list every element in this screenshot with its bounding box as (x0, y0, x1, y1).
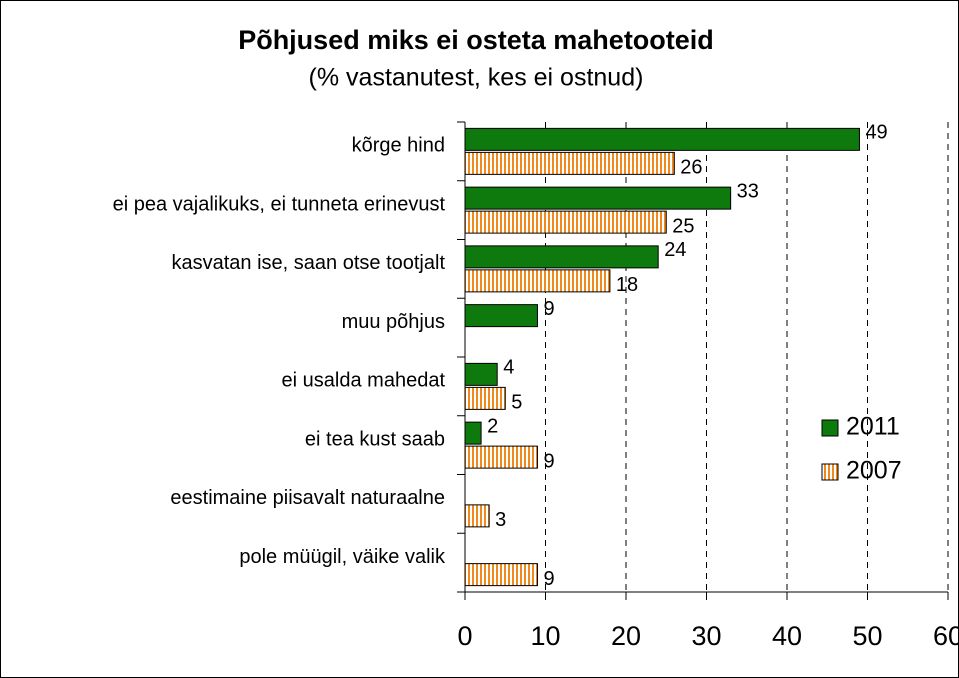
y-tick-label: kõrge hind (352, 135, 445, 157)
value-label: 18 (616, 274, 638, 296)
bar (464, 304, 538, 328)
y-tick-label: muu põhjus (342, 311, 445, 333)
x-tick-label: 50 (852, 621, 882, 651)
chart-subtitle: (% vastanutest, kes ei ostnud) (309, 64, 644, 92)
bar (464, 421, 482, 445)
legend-swatch (821, 463, 839, 481)
legend-swatch (821, 419, 839, 437)
legend-label: 2007 (846, 457, 902, 485)
y-tick-label: ei tea kust saab (305, 428, 445, 450)
bar (464, 210, 667, 234)
chart-title: Põhjused miks ei osteta mahetooteid (238, 25, 714, 55)
y-tick-label: ei usalda mahedat (282, 370, 446, 392)
value-label: 25 (672, 215, 694, 237)
y-tick-label: pole müügil, väike valik (239, 546, 446, 568)
value-label: 24 (664, 239, 686, 261)
bar (464, 386, 506, 410)
value-label: 5 (511, 392, 522, 414)
x-tick-label: 30 (691, 621, 721, 651)
y-tick-label: kasvatan ise, saan otse tootjalt (172, 252, 446, 274)
value-label: 9 (543, 298, 554, 320)
bar (464, 269, 611, 293)
bar (464, 127, 860, 151)
bar (464, 186, 732, 210)
x-tick-label: 10 (530, 621, 560, 651)
bar (464, 563, 538, 587)
value-label: 26 (680, 157, 702, 179)
bar (464, 504, 490, 528)
value-label: 49 (865, 122, 887, 144)
value-label: 4 (503, 357, 514, 379)
x-tick-label: 20 (611, 621, 641, 651)
bar (464, 245, 659, 269)
bar (464, 362, 498, 386)
legend-label: 2011 (846, 413, 900, 441)
value-label: 2 (487, 415, 498, 437)
value-label: 3 (495, 509, 506, 531)
value-label: 9 (543, 568, 554, 590)
y-tick-label: eestimaine piisavalt naturaalne (170, 487, 445, 509)
bar (464, 151, 675, 175)
x-tick-label: 0 (457, 621, 472, 651)
value-label: 9 (543, 450, 554, 472)
x-tick-label: 60 (933, 621, 959, 651)
x-tick-label: 40 (772, 621, 802, 651)
value-label: 33 (737, 180, 759, 202)
y-tick-label: ei pea vajalikuks, ei tunneta erinevust (113, 193, 446, 215)
bar (464, 445, 538, 469)
